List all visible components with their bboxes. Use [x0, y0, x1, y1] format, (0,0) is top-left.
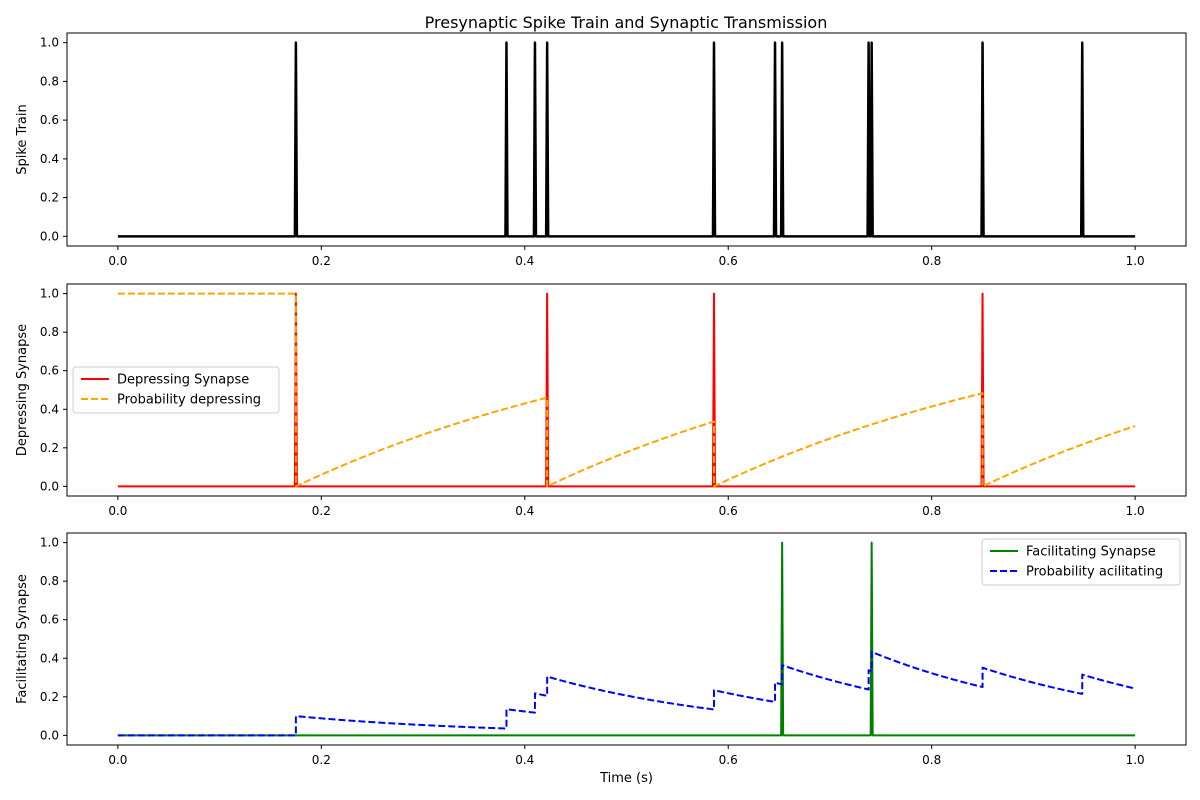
x-tick-label: 0.8	[922, 504, 941, 518]
y-tick-label: 0.8	[40, 74, 59, 88]
y-axis-label: Depressing Synapse	[15, 324, 30, 456]
y-tick-label: 0.2	[40, 690, 59, 704]
x-tick-label: 0.2	[312, 504, 331, 518]
x-axis-label: Time (s)	[599, 771, 653, 786]
panels: 0.0 0.2 0.4 0.6 0.8 1.0 0.0 0.2 0.4 0.6 0.8 1.0 Spik…	[15, 32, 1187, 786]
legend-label: Depressing Synapse	[117, 373, 249, 388]
y-tick-label: 0.2	[40, 441, 59, 455]
legend-label: Facilitating Synapse	[1026, 545, 1156, 560]
series-1-line	[117, 541, 1136, 737]
legend-box	[981, 538, 1181, 586]
plot-area	[117, 292, 1136, 488]
panel-1: 0.0 0.2 0.4 0.6 0.8 1.0 0.0 0.2 0.4 0.6 0.8 1.0 Spik…	[15, 32, 1187, 268]
legend-label: Probability acilitating	[1026, 565, 1163, 580]
y-tick-label: 1.0	[40, 287, 59, 301]
panel-2: 0.0 0.2 0.4 0.6 0.8 1.0 0.0 0.2 0.4 0.6 0.8 1.0 Depr…	[15, 283, 1187, 518]
plot-area	[117, 41, 1136, 238]
x-tick-label: 0.4	[515, 254, 534, 268]
y-tick-label: 0.0	[40, 229, 59, 243]
legend-label: Probability depressing	[117, 393, 261, 408]
x-tick-label: 0.8	[922, 753, 941, 767]
y-tick-label: 0.8	[40, 325, 59, 339]
x-tick-label: 0.2	[312, 753, 331, 767]
y-tick-label: 0.0	[40, 479, 59, 493]
axes-frame	[66, 32, 1187, 247]
axes-frame	[66, 283, 1187, 497]
plot-area	[117, 541, 1136, 737]
x-tick-label: 0.0	[108, 504, 127, 518]
y-tick-label: 1.0	[40, 536, 59, 550]
y-axis-label: Spike Train	[15, 104, 30, 175]
x-tick-label: 0.6	[719, 504, 738, 518]
x-tick-label: 1.0	[1126, 504, 1145, 518]
y-tick-label: 0.6	[40, 113, 59, 127]
x-tick-label: 0.8	[922, 254, 941, 268]
y-tick-label: 0.4	[40, 402, 59, 416]
series-2-line	[117, 650, 1136, 737]
y-tick-label: 0.2	[40, 191, 59, 205]
legend-box	[72, 366, 280, 414]
legend: Facilitating Synapse Probability acilitat…	[981, 538, 1181, 586]
figure-title: Presynaptic Spike Train and Synaptic Tra…	[425, 13, 828, 32]
x-tick-label: 0.4	[515, 753, 534, 767]
x-tick-label: 1.0	[1126, 753, 1145, 767]
series-1-line	[117, 41, 1136, 238]
y-tick-label: 0.6	[40, 364, 59, 378]
y-tick-label: 0.6	[40, 613, 59, 627]
x-tick-label: 0.6	[719, 254, 738, 268]
y-tick-label: 1.0	[40, 36, 59, 50]
x-tick-label: 0.0	[108, 254, 127, 268]
panel-3: 0.0 0.2 0.4 0.6 0.8 1.0 0.0 0.2 0.4 0.6 0.8 1.0 Faci…	[15, 532, 1187, 786]
y-axis-label: Facilitating Synapse	[15, 574, 30, 704]
x-tick-label: 0.2	[312, 254, 331, 268]
x-tick-label: 1.0	[1126, 254, 1145, 268]
y-tick-label: 0.0	[40, 728, 59, 742]
y-tick-label: 0.8	[40, 574, 59, 588]
x-tick-label: 0.6	[719, 753, 738, 767]
series-2-line	[117, 292, 1136, 488]
axes-frame	[66, 532, 1187, 746]
y-tick-label: 0.4	[40, 152, 59, 166]
y-tick-label: 0.4	[40, 651, 59, 665]
x-tick-label: 0.4	[515, 504, 534, 518]
x-tick-label: 0.0	[108, 753, 127, 767]
legend: Depressing Synapse Probability depressing	[72, 366, 280, 414]
